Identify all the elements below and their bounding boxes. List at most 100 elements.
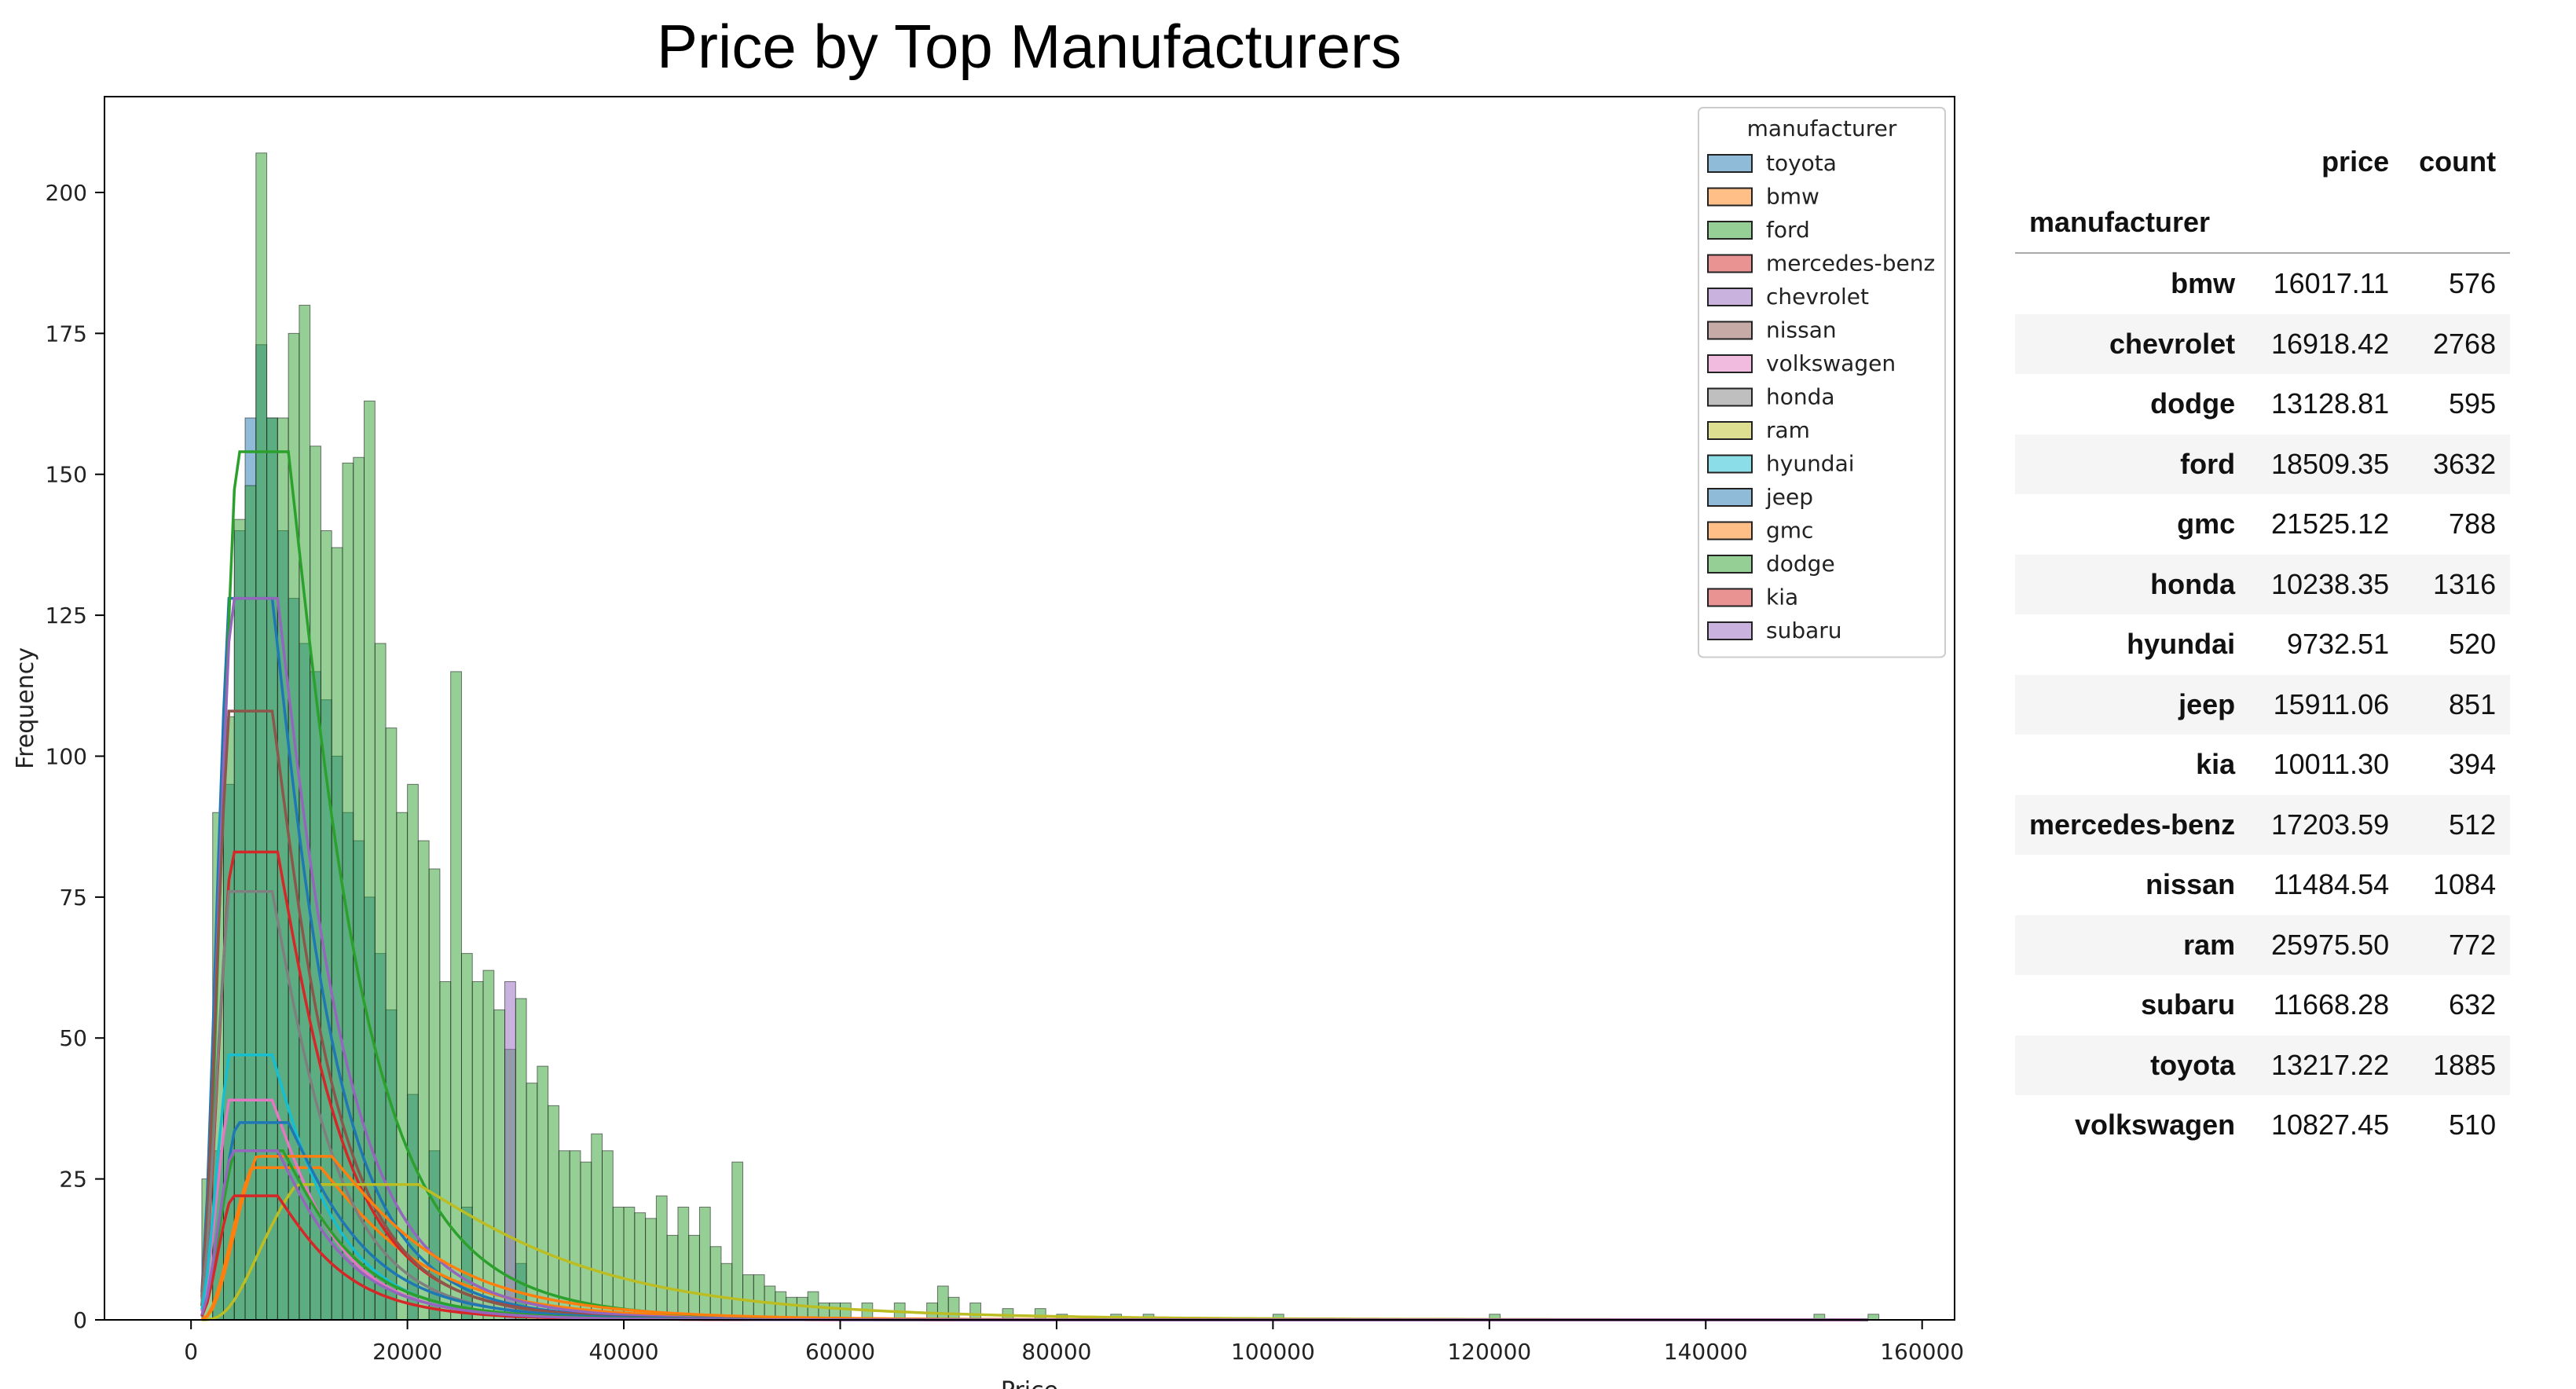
histogram-bar-ford	[969, 1302, 982, 1321]
legend-label-kia: kia	[1766, 585, 1798, 610]
legend-swatch-jeep	[1707, 488, 1753, 507]
legend-swatch-dodge	[1707, 555, 1753, 574]
y-tick-label: 75	[59, 885, 87, 911]
histogram-bar-ford	[1867, 1314, 1880, 1321]
table-row: mercedes-benz 17203.59 512	[2015, 794, 2511, 855]
row-label-manufacturer: ram	[2183, 928, 2236, 961]
row-label-manufacturer: dodge	[2150, 387, 2236, 420]
cell-count: 851	[2449, 687, 2497, 720]
x-tick-label: 140000	[1664, 1339, 1748, 1365]
histogram-bar-ford	[677, 1206, 690, 1321]
legend-label-bmw: bmw	[1766, 184, 1819, 210]
legend-swatch-honda	[1707, 387, 1753, 407]
histogram-bar-ford	[255, 152, 268, 1321]
histogram-bar-ford	[569, 1150, 581, 1321]
cell-price: 18509.35	[2270, 447, 2390, 480]
y-axis-label: Frequency	[12, 647, 39, 769]
legend-swatch-subaru	[1707, 621, 1753, 640]
histogram-bar-ford	[655, 1195, 668, 1321]
y-tick-label: 150	[46, 462, 87, 488]
legend-label-ram: ram	[1766, 417, 1810, 443]
legend-label-mercedes-benz: mercedes-benz	[1766, 251, 1935, 277]
cell-count: 1084	[2433, 868, 2497, 901]
cell-count: 1885	[2433, 1048, 2497, 1081]
y-tick-label: 175	[46, 321, 87, 346]
legend-title: manufacturer	[1747, 115, 1897, 141]
cell-price: 11668.28	[2273, 988, 2390, 1021]
histogram-bar-ford	[720, 1263, 733, 1321]
x-tick-label: 0	[184, 1339, 198, 1365]
cell-price: 10011.30	[2273, 748, 2390, 781]
histogram-bar-ford	[947, 1296, 960, 1321]
legend-label-volkswagen: volkswagen	[1766, 350, 1896, 376]
row-label-manufacturer: gmc	[2177, 508, 2236, 541]
table-index-header-row: manufacturer	[2015, 192, 2511, 254]
table-row: nissan 11484.54 1084	[2015, 855, 2510, 915]
cell-price: 10238.35	[2270, 567, 2390, 600]
table-row: hyundai 9732.51 520	[2015, 614, 2510, 675]
table-row: honda 10238.35 1316	[2015, 554, 2511, 614]
histogram-bar-ford	[460, 953, 473, 1321]
legend-label-ford: ford	[1766, 217, 1810, 243]
histogram-chart: 0 20000 40000 60000 80000 100000 120000 140000 1…	[12, 96, 1964, 1389]
table-corner-cell	[2015, 132, 2249, 192]
legend-label-hyundai: hyundai	[1766, 451, 1855, 477]
table-body: bmw 16017.11 576 chevrolet 16918.42 2768 dodge…	[2015, 253, 2511, 1156]
table-row: jeep 15911.06 851	[2015, 674, 2511, 735]
histogram-bar-ford	[602, 1150, 614, 1321]
cell-count: 3632	[2433, 447, 2497, 480]
x-axis-label: Price	[1001, 1377, 1058, 1389]
row-label-manufacturer: volkswagen	[2075, 1109, 2236, 1142]
legend-label-dodge: dodge	[1766, 551, 1835, 577]
histogram-bar-ford	[277, 417, 289, 1321]
histogram-bar-ford	[775, 1291, 787, 1321]
row-label-manufacturer: subaru	[2141, 988, 2236, 1021]
x-tick-label: 40000	[589, 1339, 659, 1365]
cell-price: 21525.12	[2270, 508, 2390, 541]
cell-price: 17203.59	[2270, 808, 2390, 841]
x-tick-label: 80000	[1021, 1339, 1091, 1365]
table-row: toyota 13217.22 1885	[2015, 1035, 2511, 1095]
row-label-manufacturer: hyundai	[2127, 628, 2236, 661]
y-tick-label: 0	[73, 1307, 87, 1333]
legend-label-nissan: nissan	[1766, 317, 1837, 343]
row-label-manufacturer: chevrolet	[2109, 327, 2236, 360]
plot-frame	[104, 96, 1955, 1321]
row-label-manufacturer: honda	[2150, 567, 2236, 600]
legend-swatch-gmc	[1707, 521, 1753, 541]
histogram-bar-ford	[515, 998, 527, 1321]
legend-label-honda: honda	[1766, 384, 1835, 410]
legend-swatch-volkswagen	[1707, 354, 1753, 373]
histogram-bar-chevrolet	[504, 980, 516, 1321]
legend-swatch-nissan	[1707, 321, 1753, 340]
table-row: dodge 13128.81 595	[2015, 374, 2510, 434]
cell-count: 394	[2449, 748, 2497, 781]
table-row: volkswagen 10827.45 510	[2015, 1095, 2510, 1156]
histogram-bar-ford	[580, 1161, 592, 1321]
x-tick-label: 60000	[805, 1339, 875, 1365]
legend-swatch-ram	[1707, 421, 1753, 440]
row-label-manufacturer: jeep	[2178, 687, 2236, 720]
y-tick-label: 200	[46, 180, 87, 206]
histogram-bar-ford	[742, 1274, 754, 1321]
cell-price: 9732.51	[2286, 628, 2390, 661]
table-row: ford 18509.35 3632	[2015, 434, 2511, 494]
legend-label-toyota: toyota	[1766, 150, 1837, 176]
row-label-manufacturer: ford	[2180, 447, 2236, 480]
index-header-blank	[2403, 192, 2511, 254]
cell-count: 1316	[2433, 567, 2497, 600]
legend-label-chevrolet: chevrolet	[1766, 284, 1869, 310]
histogram-bar-ford	[548, 1105, 559, 1321]
histogram-bar-ford	[331, 547, 343, 1321]
table-row: ram 25975.50 772	[2015, 914, 2511, 975]
histogram-bar-ford	[645, 1218, 657, 1321]
x-tick-label: 160000	[1880, 1339, 1964, 1365]
cell-count: 2768	[2433, 327, 2497, 360]
histogram-bar-ford	[666, 1234, 679, 1321]
legend-swatch-ford	[1707, 221, 1753, 240]
y-tick-label: 100	[46, 743, 87, 769]
histogram-bar-ford	[591, 1133, 603, 1321]
legend-label-subaru: subaru	[1766, 618, 1842, 643]
cell-price: 15911.06	[2273, 687, 2390, 720]
cell-price: 16918.42	[2270, 327, 2390, 360]
